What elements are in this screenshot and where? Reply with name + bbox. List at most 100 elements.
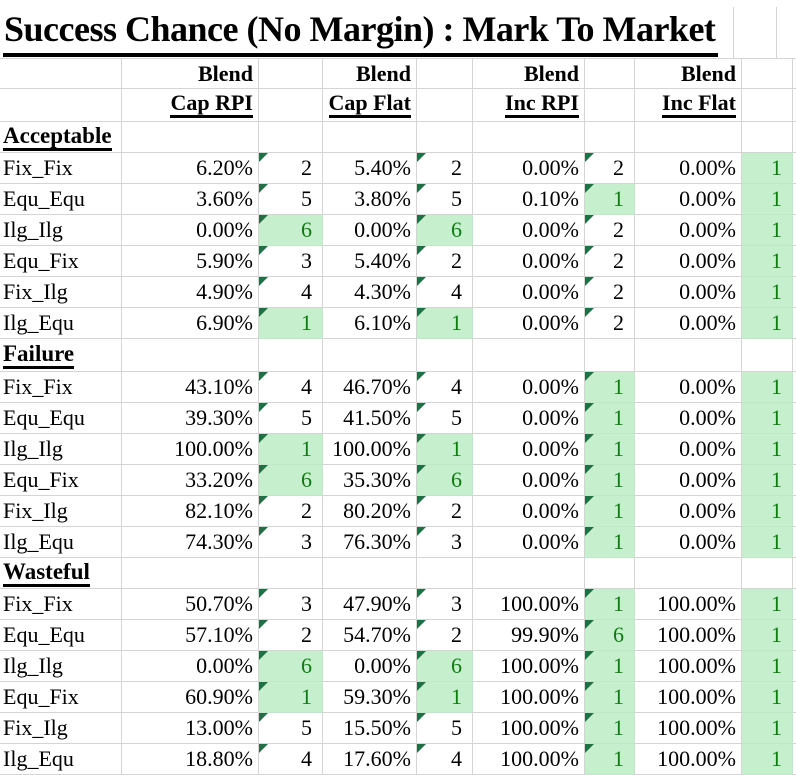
- row-label-cell[interactable]: Fix_Ilg: [0, 277, 122, 308]
- pct-cell[interactable]: 6.90%: [122, 308, 259, 339]
- column-header[interactable]: Cap Flat: [323, 89, 417, 122]
- empty-cell[interactable]: [793, 246, 796, 277]
- empty-cell[interactable]: [585, 339, 635, 372]
- rank-cell[interactable]: 2: [585, 308, 635, 339]
- row-label-cell[interactable]: Ilg_Ilg: [0, 215, 122, 246]
- pct-cell[interactable]: 0.00%: [323, 651, 417, 682]
- rank-cell[interactable]: 2: [259, 496, 323, 527]
- row-label-cell[interactable]: Ilg_Ilg: [0, 651, 122, 682]
- pct-cell[interactable]: 0.00%: [473, 496, 585, 527]
- row-label-cell[interactable]: Equ_Equ: [0, 403, 122, 434]
- rank-cell[interactable]: 2: [585, 277, 635, 308]
- rank-cell[interactable]: 1: [585, 496, 635, 527]
- pct-cell[interactable]: 0.00%: [635, 372, 742, 403]
- empty-cell[interactable]: [635, 122, 742, 153]
- pct-cell[interactable]: 43.10%: [122, 372, 259, 403]
- rank-cell[interactable]: 6: [417, 215, 473, 246]
- pct-cell[interactable]: 74.30%: [122, 527, 259, 558]
- rank-cell[interactable]: 5: [417, 403, 473, 434]
- empty-cell[interactable]: [742, 558, 793, 589]
- pct-cell[interactable]: 100.00%: [323, 434, 417, 465]
- empty-cell[interactable]: [122, 339, 259, 372]
- rank-cell[interactable]: 1: [742, 713, 793, 744]
- empty-cell[interactable]: [793, 184, 796, 215]
- empty-cell[interactable]: [793, 713, 796, 744]
- rank-cell[interactable]: 5: [259, 184, 323, 215]
- pct-cell[interactable]: 3.60%: [122, 184, 259, 215]
- rank-cell[interactable]: 2: [585, 215, 635, 246]
- pct-cell[interactable]: 50.70%: [122, 589, 259, 620]
- empty-cell[interactable]: [259, 558, 323, 589]
- pct-cell[interactable]: 6.10%: [323, 308, 417, 339]
- pct-cell[interactable]: 35.30%: [323, 465, 417, 496]
- rank-cell[interactable]: 4: [417, 277, 473, 308]
- empty-cell[interactable]: [793, 496, 796, 527]
- pct-cell[interactable]: 13.00%: [122, 713, 259, 744]
- pct-cell[interactable]: 6.20%: [122, 153, 259, 184]
- rank-cell[interactable]: 1: [585, 527, 635, 558]
- pct-cell[interactable]: 0.00%: [635, 434, 742, 465]
- pct-cell[interactable]: 0.00%: [635, 527, 742, 558]
- rank-cell[interactable]: 3: [259, 589, 323, 620]
- pct-cell[interactable]: 17.60%: [323, 744, 417, 775]
- rank-cell[interactable]: 1: [585, 372, 635, 403]
- corner-cell[interactable]: [0, 59, 122, 89]
- empty-cell[interactable]: [742, 89, 793, 122]
- pct-cell[interactable]: 100.00%: [473, 589, 585, 620]
- pct-cell[interactable]: 39.30%: [122, 403, 259, 434]
- empty-cell[interactable]: [742, 339, 793, 372]
- rank-cell[interactable]: 1: [742, 651, 793, 682]
- rank-cell[interactable]: 4: [417, 744, 473, 775]
- section-header-cell[interactable]: Acceptable: [0, 122, 122, 153]
- row-label-cell[interactable]: Ilg_Equ: [0, 527, 122, 558]
- empty-cell[interactable]: [0, 89, 122, 122]
- rank-cell[interactable]: 1: [742, 277, 793, 308]
- rank-cell[interactable]: 2: [259, 620, 323, 651]
- pct-cell[interactable]: 0.00%: [635, 465, 742, 496]
- empty-cell[interactable]: [585, 59, 635, 89]
- empty-cell[interactable]: [793, 682, 796, 713]
- pct-cell[interactable]: 0.00%: [473, 403, 585, 434]
- pct-cell[interactable]: 100.00%: [635, 620, 742, 651]
- row-label-cell[interactable]: Equ_Fix: [0, 246, 122, 277]
- empty-cell[interactable]: [793, 372, 796, 403]
- pct-cell[interactable]: 0.00%: [635, 277, 742, 308]
- rank-cell[interactable]: 1: [742, 215, 793, 246]
- empty-cell[interactable]: [585, 122, 635, 153]
- pct-cell[interactable]: 0.00%: [635, 308, 742, 339]
- pct-cell[interactable]: 54.70%: [323, 620, 417, 651]
- empty-cell[interactable]: [793, 527, 796, 558]
- rank-cell[interactable]: 2: [259, 153, 323, 184]
- empty-cell[interactable]: [793, 89, 796, 122]
- row-label-cell[interactable]: Ilg_Equ: [0, 308, 122, 339]
- rank-cell[interactable]: 1: [417, 434, 473, 465]
- empty-cell[interactable]: [323, 122, 417, 153]
- empty-cell[interactable]: [259, 339, 323, 372]
- rank-cell[interactable]: 6: [259, 465, 323, 496]
- empty-cell[interactable]: [793, 308, 796, 339]
- rank-cell[interactable]: 1: [742, 744, 793, 775]
- pct-cell[interactable]: 0.00%: [635, 246, 742, 277]
- rank-cell[interactable]: 3: [259, 527, 323, 558]
- pct-cell[interactable]: 57.10%: [122, 620, 259, 651]
- empty-cell[interactable]: [122, 558, 259, 589]
- pct-cell[interactable]: 100.00%: [122, 434, 259, 465]
- row-label-cell[interactable]: Ilg_Equ: [0, 744, 122, 775]
- pct-cell[interactable]: 4.30%: [323, 277, 417, 308]
- pct-cell[interactable]: 100.00%: [635, 713, 742, 744]
- rank-cell[interactable]: 1: [742, 434, 793, 465]
- empty-cell[interactable]: [793, 620, 796, 651]
- rank-cell[interactable]: 1: [742, 589, 793, 620]
- rank-cell[interactable]: 1: [742, 496, 793, 527]
- pct-cell[interactable]: 100.00%: [473, 713, 585, 744]
- rank-cell[interactable]: 4: [417, 372, 473, 403]
- pct-cell[interactable]: 0.00%: [473, 215, 585, 246]
- pct-cell[interactable]: 0.00%: [473, 434, 585, 465]
- row-label-cell[interactable]: Fix_Ilg: [0, 713, 122, 744]
- pct-cell[interactable]: 0.00%: [635, 496, 742, 527]
- rank-cell[interactable]: 4: [259, 277, 323, 308]
- pct-cell[interactable]: 46.70%: [323, 372, 417, 403]
- empty-cell[interactable]: [417, 122, 473, 153]
- section-header-cell[interactable]: Wasteful: [0, 558, 122, 589]
- rank-cell[interactable]: 6: [417, 465, 473, 496]
